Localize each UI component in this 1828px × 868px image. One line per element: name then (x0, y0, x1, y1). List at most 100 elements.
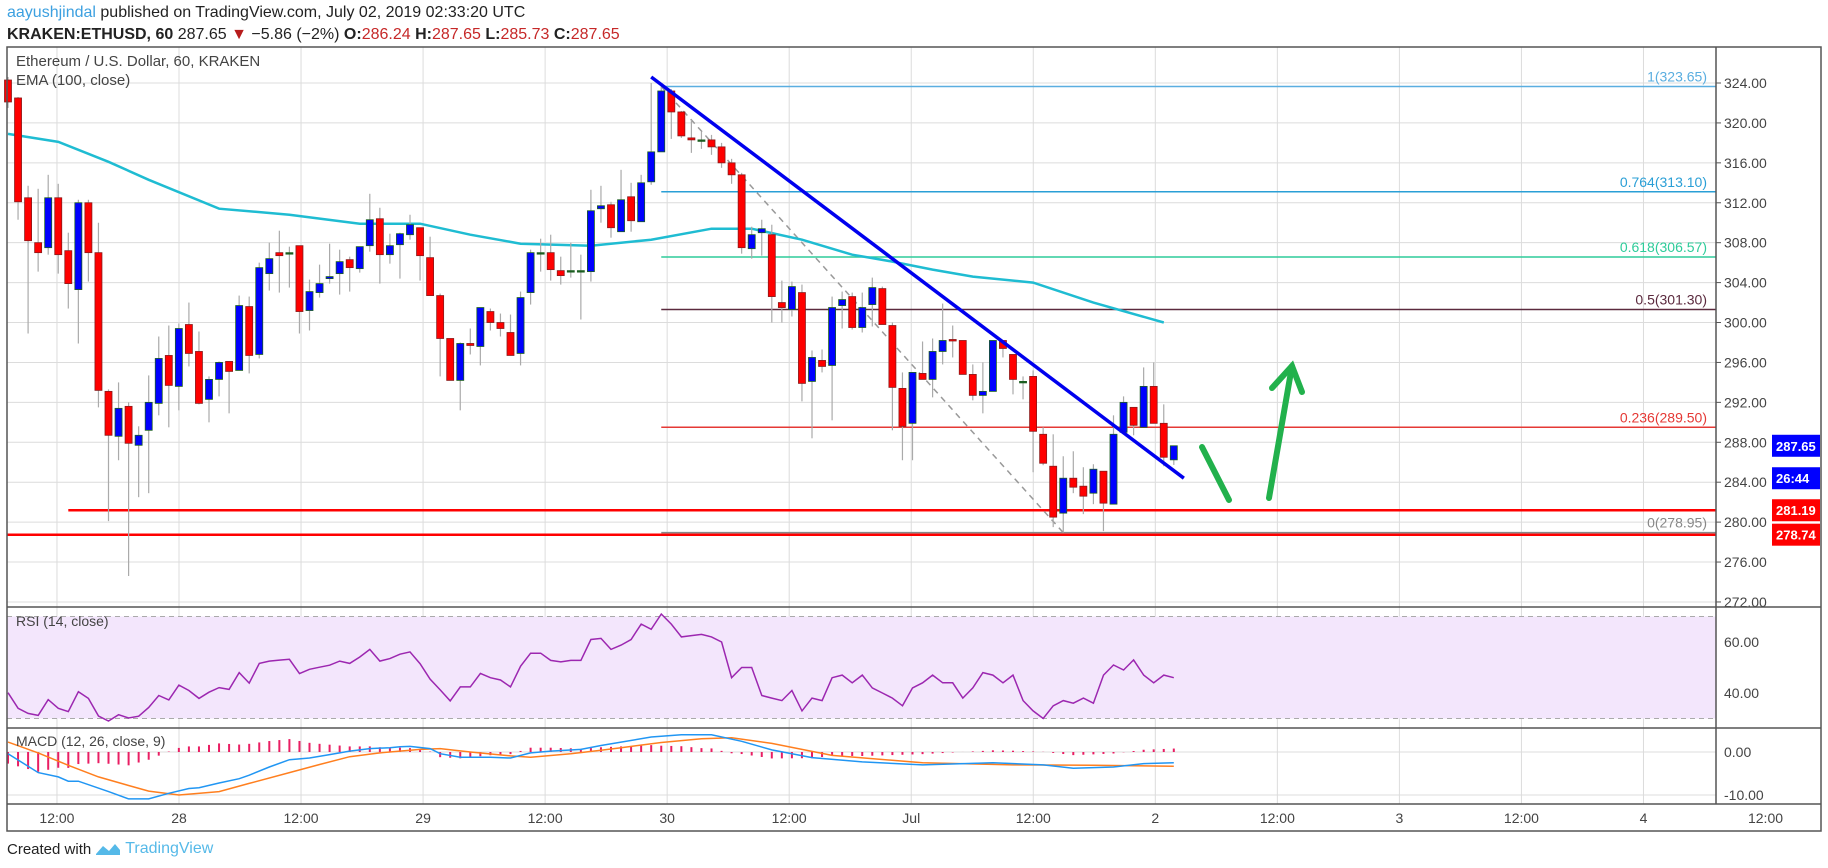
candle-body (245, 306, 254, 356)
candle-body (546, 252, 555, 271)
candle-body (868, 287, 877, 305)
close-value: 287.65 (570, 26, 620, 43)
candle-body (737, 174, 746, 249)
down-triangle-icon: ▼ (231, 26, 247, 43)
candle-body (1049, 465, 1058, 518)
candle-body (174, 328, 183, 387)
fib-level-label: 0.236(289.50) (1620, 409, 1707, 425)
price-tick-label: 288.00 (1724, 434, 1767, 450)
last-price: 287.65 (177, 26, 227, 43)
macd-signal-line (7, 737, 1174, 796)
candle-body (727, 162, 736, 176)
candle-body (597, 205, 605, 210)
candle-body (486, 311, 495, 323)
forecast-arrows (1199, 360, 1305, 503)
symbol-info: KRAKEN:ETHUSD, 60 287.65 ▼ −5.86 (−2%) O… (7, 26, 620, 44)
candle-body (828, 307, 836, 366)
publish-info: aayushjindal published on TradingView.co… (7, 4, 525, 22)
price-label-box (1772, 523, 1820, 546)
up-arrow-head-icon (1269, 360, 1305, 395)
candle-body (1169, 445, 1178, 461)
candle-body (466, 343, 475, 346)
candle-body (235, 305, 244, 371)
candle-body (456, 343, 465, 381)
candle-body (798, 292, 806, 384)
candle-body (345, 259, 354, 269)
candle-body (265, 258, 274, 275)
candle-body (978, 390, 987, 396)
price-label-text: 278.74 (1776, 528, 1817, 543)
price-tick-label: 300.00 (1724, 315, 1767, 331)
candle-body (1059, 477, 1068, 514)
candle-body (556, 270, 565, 277)
price-tick-label: 316.00 (1724, 155, 1767, 171)
time-tick-label: 29 (415, 810, 431, 826)
candle-body (1159, 422, 1168, 458)
candle-body (506, 332, 515, 356)
candle-body (989, 340, 997, 392)
candle-body (808, 357, 816, 382)
price-tick-label: 296.00 (1724, 354, 1767, 370)
candle-body (717, 146, 726, 164)
candle-body (1119, 401, 1128, 433)
candle-body (1009, 354, 1017, 380)
candle-body (355, 246, 364, 270)
high-value: 287.65 (431, 26, 481, 43)
macd-tick-label: 0.00 (1724, 744, 1751, 760)
candle-body (4, 79, 12, 103)
candle-body (788, 286, 796, 310)
price-tick-label: 280.00 (1724, 514, 1767, 530)
price-change: −5.86 (−2%) (251, 26, 340, 43)
candle-body (104, 390, 113, 436)
candle-body (375, 218, 384, 256)
low-value: 285.73 (500, 26, 550, 43)
price-tick-label: 320.00 (1724, 115, 1767, 131)
time-tick-label: 12:00 (1504, 810, 1539, 826)
macd-legend: MACD (12, 26, close, 9) (16, 733, 165, 749)
candle-body (526, 252, 535, 293)
candle-body (818, 360, 826, 367)
tradingview-link[interactable]: TradingView (125, 840, 214, 857)
candle-body (114, 407, 123, 437)
candle-body (928, 351, 937, 380)
candle-body (908, 372, 917, 424)
grid: 324.00320.00316.00312.00308.00304.00300.… (7, 47, 1783, 826)
candle-body (888, 325, 897, 388)
candle-body (1089, 468, 1098, 494)
candle-body (707, 139, 716, 148)
down-arrow-icon (1199, 444, 1232, 503)
candle-body (295, 245, 304, 312)
price-tick-label: 304.00 (1724, 275, 1767, 291)
chart-title: Ethereum / U.S. Dollar, 60, KRAKEN (16, 53, 260, 70)
candle-body (205, 379, 213, 400)
macd-tick-label: -10.00 (1724, 787, 1764, 803)
candle-body (898, 387, 907, 427)
price-label-text: 281.19 (1776, 503, 1816, 518)
fib-level-label: 0(278.95) (1647, 515, 1707, 531)
candle-body (958, 340, 967, 375)
time-tick-label: 12:00 (1748, 810, 1783, 826)
candle-body (647, 151, 656, 183)
candle-body (426, 257, 435, 296)
time-tick-label: 28 (171, 810, 187, 826)
price-tick-label: 272.00 (1724, 594, 1767, 610)
candle-body (687, 137, 696, 141)
candle-body (617, 199, 625, 233)
candle-body (1099, 470, 1108, 504)
rsi-line (7, 612, 1174, 722)
candle-body (767, 234, 776, 297)
open-value: 286.24 (361, 26, 411, 43)
candle-body (134, 434, 143, 446)
time-tick-label: 12:00 (528, 810, 563, 826)
trendline (650, 75, 1185, 480)
candle-body (848, 296, 857, 328)
price-label-box (1772, 467, 1820, 490)
candle-body (968, 374, 977, 396)
author-link[interactable]: aayushjindal (7, 4, 96, 21)
up-arrow-icon (1266, 363, 1295, 501)
fib-level-label: 0.618(306.57) (1620, 239, 1707, 255)
time-tick-label: 2 (1151, 810, 1159, 826)
candle-body (777, 302, 786, 308)
candle-body (84, 202, 93, 254)
